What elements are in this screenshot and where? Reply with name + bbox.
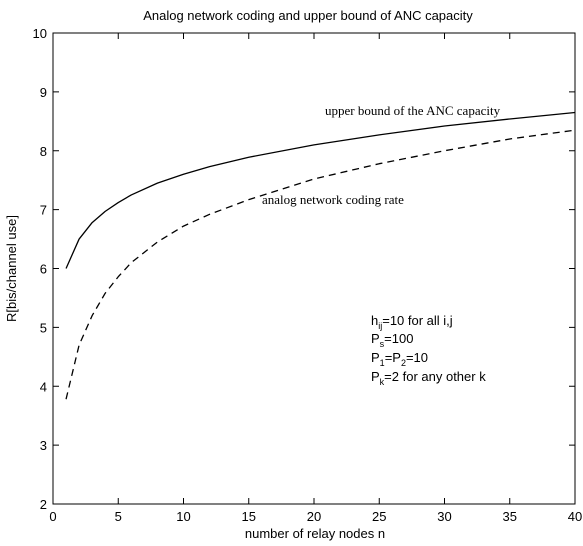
annotation-ps: Ps=100 [371, 331, 413, 349]
x-tick-label: 40 [568, 509, 582, 524]
x-tick-label: 35 [503, 509, 517, 524]
annotation-pk: Pk=2 for any other k [371, 369, 486, 387]
y-tick-label: 2 [40, 497, 47, 512]
anc-rate-dashed-line [65, 129, 576, 400]
anc-rate-curve-label: analog network coding rate [262, 192, 404, 207]
y-tick-label: 3 [40, 438, 47, 453]
chart-title: Analog network coding and upper bound of… [143, 8, 473, 23]
y-tick-label: 10 [33, 26, 47, 41]
upper-bound-solid-line [65, 111, 576, 269]
x-tick-label: 5 [115, 509, 122, 524]
x-tick-label: 0 [49, 509, 56, 524]
x-tick-label: 10 [176, 509, 190, 524]
y-tick-label: 4 [40, 379, 47, 394]
parameter-annotation: hij=10 for all i,j Ps=100 P1=P2=10 Pk=2 … [371, 313, 486, 387]
x-axis-ticks: 0 5 10 15 20 25 30 35 40 [49, 33, 582, 524]
x-tick-label: 20 [307, 509, 321, 524]
y-tick-label: 5 [40, 320, 47, 335]
annotation-h: hij=10 for all i,j [371, 313, 453, 331]
x-tick-label: 30 [437, 509, 451, 524]
annotation-p1-p2: P1=P2=10 [371, 350, 428, 368]
y-tick-label: 9 [40, 85, 47, 100]
y-axis-ticks: 2 3 4 5 6 7 8 9 10 [33, 26, 575, 512]
y-axis-label: R[bis/channel use] [4, 215, 19, 322]
y-tick-label: 7 [40, 203, 47, 218]
x-tick-label: 15 [242, 509, 256, 524]
x-tick-label: 25 [372, 509, 386, 524]
y-tick-label: 6 [40, 262, 47, 277]
y-tick-label: 8 [40, 144, 47, 159]
series-layer [65, 111, 576, 400]
upper-bound-curve-label: upper bound of the ANC capacity [325, 103, 501, 118]
x-axis-label: number of relay nodes n [245, 526, 385, 541]
